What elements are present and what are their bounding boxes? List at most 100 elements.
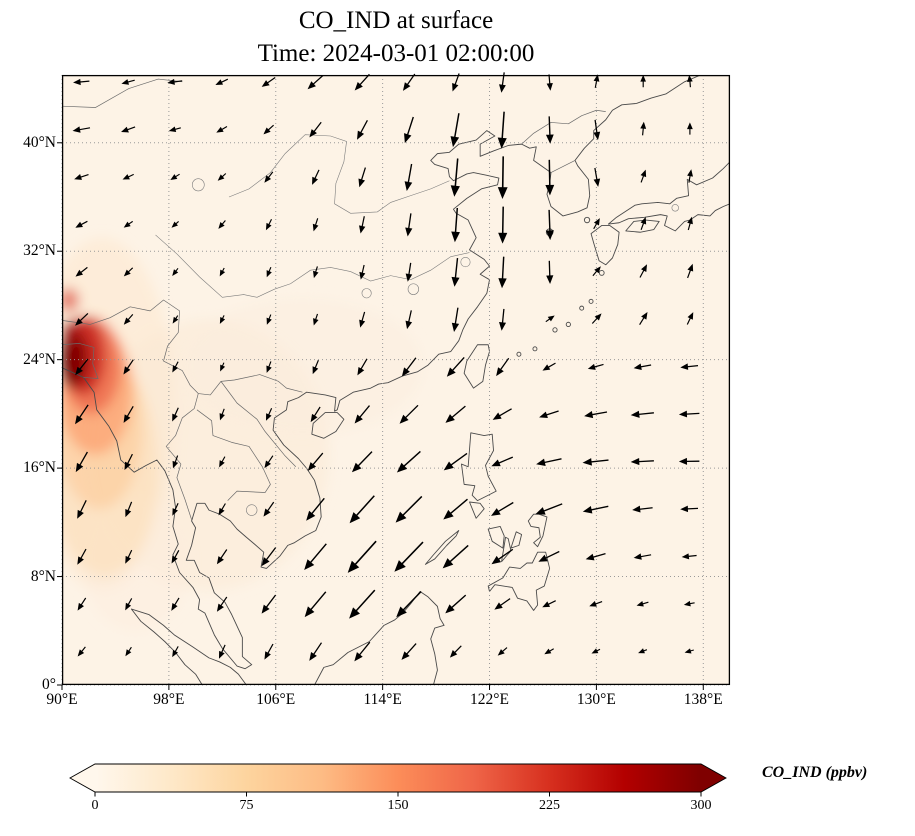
- wind-arrow: [264, 455, 274, 469]
- wind-arrow: [451, 207, 460, 243]
- colorbar: 0 75 150 225 300: [69, 763, 727, 813]
- chart-title-block: CO_IND at surface Time: 2024-03-01 02:00…: [62, 4, 730, 70]
- wind-arrow: [589, 601, 603, 607]
- wind-arrow: [443, 452, 468, 471]
- wind-arrow: [216, 125, 228, 133]
- wind-arrow: [640, 216, 647, 231]
- wind-arrow: [442, 544, 469, 569]
- colorbar-tick-label: 0: [92, 798, 99, 813]
- wind-arrow: [125, 501, 133, 518]
- country-borders: [62, 79, 606, 520]
- wind-arrow: [304, 543, 327, 571]
- wind-arrow: [75, 266, 88, 277]
- wind-arrow: [592, 266, 601, 277]
- colorbar-tick-label: 150: [388, 798, 409, 813]
- wind-arrow: [640, 121, 647, 136]
- wind-arrow: [687, 169, 693, 183]
- wind-arrow: [261, 76, 276, 87]
- wind-arrow: [216, 596, 228, 612]
- wind-arrow: [125, 549, 133, 564]
- rivers-lakes: [156, 135, 679, 516]
- wind-arrow: [401, 643, 417, 660]
- wind-arrow: [265, 408, 273, 421]
- wind-arrow: [630, 410, 654, 418]
- wind-arrow: [404, 116, 414, 144]
- wind-arrow: [171, 597, 180, 611]
- wind-arrow: [687, 74, 693, 88]
- wind-arrow: [638, 648, 648, 654]
- wind-arrow: [125, 598, 133, 611]
- wind-arrow: [125, 646, 132, 657]
- wind-arrow: [218, 220, 226, 229]
- wind-arrow: [266, 314, 272, 325]
- wind-arrow: [265, 219, 273, 231]
- wind-arrow: [582, 458, 609, 466]
- wind-arrow: [261, 547, 277, 567]
- wind-arrow: [680, 505, 699, 513]
- y-tick-label: 40°N: [23, 133, 56, 151]
- wind-arrow: [497, 111, 507, 149]
- wind-arrow: [358, 167, 367, 188]
- wind-arrow: [312, 169, 320, 185]
- wind-arrow: [172, 646, 179, 658]
- wind-arrow: [171, 550, 180, 564]
- wind-arrow: [498, 256, 507, 289]
- wind-arrow: [219, 456, 226, 468]
- wind-arrow: [172, 361, 179, 373]
- wind-arrow: [678, 457, 700, 465]
- wind-arrow: [75, 220, 88, 228]
- wind-arrow: [585, 552, 606, 561]
- wind-arrow: [494, 598, 511, 610]
- wind-arrow: [123, 314, 134, 325]
- wind-arrow: [497, 156, 508, 199]
- wind-arrow: [498, 308, 507, 331]
- wind-arrow: [354, 405, 371, 424]
- plot-frame: [61, 74, 731, 686]
- wind-arrow: [584, 410, 608, 419]
- wind-arrow: [77, 646, 86, 657]
- wind-arrow: [593, 167, 601, 187]
- wind-arrow: [77, 597, 87, 611]
- wind-arrow: [172, 407, 179, 422]
- wind-arrow: [304, 591, 327, 618]
- wind-arrow: [404, 163, 413, 192]
- y-tick-label: 16°N: [23, 459, 56, 477]
- coastlines: [62, 75, 730, 685]
- wind-arrow: [357, 358, 368, 376]
- wind-arrow: [75, 404, 89, 425]
- wind-arrow: [72, 126, 91, 133]
- wind-arrow: [539, 410, 559, 419]
- wind-arrow: [450, 158, 460, 197]
- wind-arrow: [544, 648, 554, 655]
- wind-arrow: [546, 260, 554, 285]
- wind-arrow: [123, 220, 134, 228]
- wind-arrow: [538, 550, 560, 562]
- wind-arrow: [640, 74, 646, 88]
- wind-arrow: [313, 313, 319, 326]
- wind-arrow: [306, 497, 325, 521]
- y-tick-label: 32°N: [23, 242, 56, 260]
- colorbar-gradient-bar: [69, 763, 727, 793]
- x-tick-label: 90°E: [46, 691, 78, 708]
- map-plot: [57, 72, 731, 690]
- wind-arrow: [75, 451, 88, 473]
- wind-arrow: [496, 357, 510, 377]
- wind-arrow: [172, 503, 179, 516]
- wind-arrow: [451, 307, 460, 333]
- wind-arrow: [77, 500, 87, 519]
- wind-arrow: [172, 315, 179, 324]
- wind-arrow: [261, 594, 277, 614]
- wind-arrow: [263, 124, 274, 135]
- wind-arrow: [405, 213, 413, 237]
- wind-arrow: [122, 173, 134, 180]
- wind-arrow: [680, 363, 699, 370]
- wind-arrow: [309, 121, 322, 138]
- wind-arrow: [639, 311, 648, 326]
- wind-arrow: [216, 549, 228, 565]
- wind-arrow: [593, 218, 600, 230]
- wind-arrow: [591, 313, 602, 324]
- wind-arrow: [498, 206, 508, 244]
- wind-arrow: [349, 589, 376, 619]
- wind-arrow: [354, 641, 371, 662]
- wind-arrow: [535, 503, 563, 515]
